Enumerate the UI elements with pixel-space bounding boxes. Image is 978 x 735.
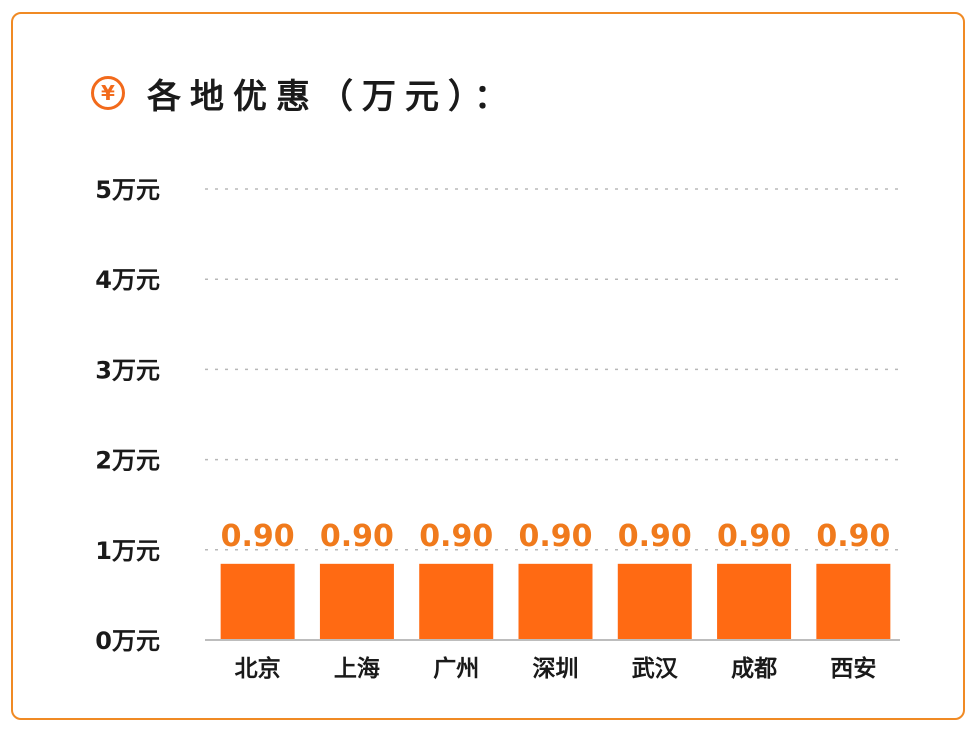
x-tick-label: 成都 (731, 656, 777, 682)
bar (717, 563, 792, 640)
data-label: 0.90 (221, 519, 295, 554)
x-tick-label: 深圳 (533, 656, 579, 682)
bar (518, 563, 593, 640)
y-tick-label: 3万元 (95, 356, 160, 384)
bar (319, 563, 394, 640)
x-tick-label: 广州 (433, 655, 479, 682)
y-tick-label: 5万元 (95, 176, 160, 204)
y-tick-label: 1万元 (95, 537, 160, 565)
chart-header: ¥ 各地优惠（万元）： (91, 69, 517, 117)
data-labels: 0.90 0.90 0.90 0.90 0.90 0.90 0.90 (221, 519, 891, 554)
data-label: 0.90 (518, 519, 592, 554)
bar (617, 563, 692, 640)
y-tick-label: 2万元 (95, 447, 160, 475)
data-label: 0.90 (320, 519, 394, 554)
x-tick-label: 武汉 (632, 656, 679, 682)
x-tick-label: 西安 (830, 655, 876, 682)
bars (220, 563, 891, 640)
x-tick-label: 上海 (334, 655, 380, 682)
yen-circle-icon: ¥ (91, 76, 125, 110)
y-tick-label: 0万元 (95, 627, 160, 655)
bar (816, 563, 891, 640)
data-label: 0.90 (717, 519, 791, 554)
data-label: 0.90 (419, 519, 493, 554)
bar (220, 563, 295, 640)
chart-title: 各地优惠（万元）： (147, 76, 517, 117)
y-axis-ticks: 0万元 1万元 2万元 3万元 4万元 5万元 (95, 176, 160, 655)
x-tick-label: 北京 (235, 655, 281, 682)
data-label: 0.90 (816, 519, 890, 554)
bar (419, 563, 494, 640)
grid-lines (205, 188, 900, 551)
data-label: 0.90 (618, 519, 692, 554)
y-tick-label: 4万元 (95, 266, 160, 294)
x-axis-ticks: 北京 上海 广州 深圳 武汉 成都 西安 (235, 655, 877, 682)
